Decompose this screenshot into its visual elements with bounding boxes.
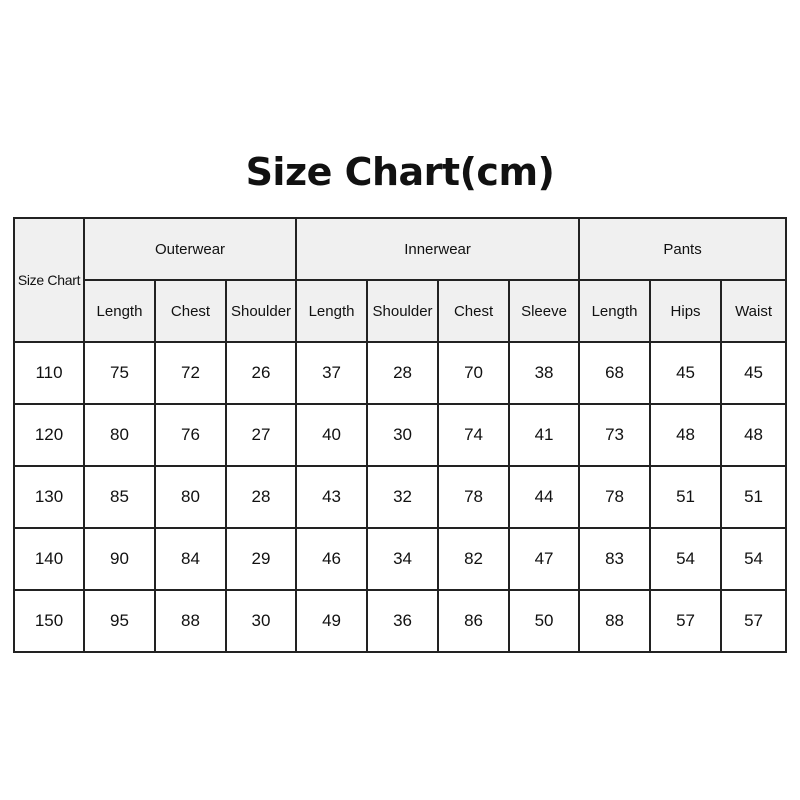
value-cell: 49 xyxy=(295,589,369,653)
value-cell: 57 xyxy=(649,589,723,653)
column-header: Hips xyxy=(649,279,723,343)
value-cell: 78 xyxy=(578,465,652,529)
header-row-groups: Size Chart Outerwear Innerwear Pants xyxy=(13,217,788,343)
value-cell: 41 xyxy=(508,403,581,467)
value-cell: 37 xyxy=(295,341,369,405)
table-row: 120 80 76 27 40 30 74 41 73 48 48 xyxy=(13,403,788,467)
group-header: Innerwear xyxy=(295,217,581,281)
value-cell: 50 xyxy=(508,589,581,653)
corner-header: Size Chart xyxy=(13,217,85,343)
size-cell: 130 xyxy=(13,465,85,529)
value-cell: 36 xyxy=(366,589,440,653)
value-cell: 44 xyxy=(508,465,581,529)
column-header: Sleeve xyxy=(508,279,581,343)
size-table: Size Chart Outerwear Innerwear Pants Length C… xyxy=(13,217,788,653)
group-header: Pants xyxy=(578,217,788,281)
header-row-columns: Length Chest Shoulder Length Shoulder Chest Sl… xyxy=(14,279,788,343)
value-cell: 57 xyxy=(720,589,788,653)
column-header: Chest xyxy=(437,279,511,343)
size-cell: 120 xyxy=(13,403,85,467)
value-cell: 51 xyxy=(649,465,723,529)
value-cell: 48 xyxy=(720,403,788,467)
value-cell: 73 xyxy=(578,403,652,467)
value-cell: 74 xyxy=(437,403,511,467)
column-header: Length xyxy=(295,279,369,343)
column-header: Chest xyxy=(154,279,227,343)
value-cell: 46 xyxy=(295,527,369,591)
value-cell: 40 xyxy=(295,403,369,467)
value-cell: 48 xyxy=(649,403,723,467)
value-cell: 45 xyxy=(649,341,723,405)
value-cell: 88 xyxy=(578,589,652,653)
value-cell: 30 xyxy=(366,403,440,467)
value-cell: 80 xyxy=(154,465,227,529)
table-row: 140 90 84 29 46 34 82 47 83 54 54 xyxy=(13,527,788,591)
value-cell: 75 xyxy=(83,341,156,405)
value-cell: 29 xyxy=(224,527,298,591)
value-cell: 88 xyxy=(154,589,227,653)
value-cell: 95 xyxy=(83,589,156,653)
column-header: Length xyxy=(83,279,156,343)
value-cell: 51 xyxy=(720,465,788,529)
value-cell: 83 xyxy=(578,527,652,591)
value-cell: 90 xyxy=(83,527,156,591)
value-cell: 30 xyxy=(224,589,298,653)
value-cell: 26 xyxy=(224,341,298,405)
value-cell: 28 xyxy=(224,465,298,529)
value-cell: 68 xyxy=(578,341,652,405)
column-header: Shoulder xyxy=(366,279,440,343)
value-cell: 86 xyxy=(437,589,511,653)
value-cell: 82 xyxy=(437,527,511,591)
table-row: 150 95 88 30 49 36 86 50 88 57 57 xyxy=(13,589,788,653)
size-cell: 150 xyxy=(13,589,85,653)
value-cell: 32 xyxy=(366,465,440,529)
value-cell: 78 xyxy=(437,465,511,529)
value-cell: 76 xyxy=(154,403,227,467)
size-cell: 110 xyxy=(13,341,85,405)
value-cell: 84 xyxy=(154,527,227,591)
group-header: Outerwear xyxy=(82,217,298,281)
value-cell: 38 xyxy=(508,341,581,405)
value-cell: 80 xyxy=(83,403,156,467)
value-cell: 54 xyxy=(649,527,723,591)
size-cell: 140 xyxy=(13,527,85,591)
table-row: 110 75 72 26 37 28 70 38 68 45 45 xyxy=(13,341,788,405)
value-cell: 54 xyxy=(720,527,788,591)
value-cell: 34 xyxy=(366,527,440,591)
value-cell: 45 xyxy=(720,341,788,405)
table-row: 130 85 80 28 43 32 78 44 78 51 51 xyxy=(13,465,788,529)
value-cell: 72 xyxy=(154,341,227,405)
value-cell: 85 xyxy=(83,465,156,529)
value-cell: 43 xyxy=(295,465,369,529)
value-cell: 47 xyxy=(508,527,581,591)
column-header: Waist xyxy=(720,279,788,343)
value-cell: 28 xyxy=(366,341,440,405)
value-cell: 27 xyxy=(224,403,298,467)
column-header: Shoulder xyxy=(224,279,298,343)
value-cell: 70 xyxy=(437,341,511,405)
chart-title: Size Chart(cm) xyxy=(245,150,555,194)
column-header: Length xyxy=(578,279,652,343)
